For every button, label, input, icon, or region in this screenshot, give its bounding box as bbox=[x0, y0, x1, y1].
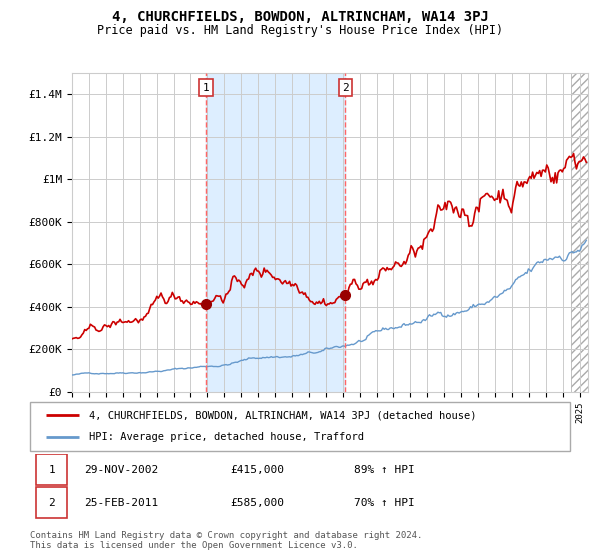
Text: 70% ↑ HPI: 70% ↑ HPI bbox=[354, 498, 415, 507]
Text: 2: 2 bbox=[48, 498, 55, 507]
FancyBboxPatch shape bbox=[30, 402, 570, 451]
Bar bbox=[571, 73, 588, 392]
Text: 29-NOV-2002: 29-NOV-2002 bbox=[84, 465, 158, 475]
Text: 25-FEB-2011: 25-FEB-2011 bbox=[84, 498, 158, 507]
Text: 1: 1 bbox=[48, 465, 55, 475]
Text: 4, CHURCHFIELDS, BOWDON, ALTRINCHAM, WA14 3PJ: 4, CHURCHFIELDS, BOWDON, ALTRINCHAM, WA1… bbox=[112, 10, 488, 24]
Text: 4, CHURCHFIELDS, BOWDON, ALTRINCHAM, WA14 3PJ (detached house): 4, CHURCHFIELDS, BOWDON, ALTRINCHAM, WA1… bbox=[89, 410, 477, 421]
Text: 1: 1 bbox=[203, 83, 209, 93]
Text: HPI: Average price, detached house, Trafford: HPI: Average price, detached house, Traf… bbox=[89, 432, 364, 442]
Text: 2: 2 bbox=[342, 83, 349, 93]
Text: £585,000: £585,000 bbox=[230, 498, 284, 507]
Bar bbox=[206, 73, 345, 392]
Text: Contains HM Land Registry data © Crown copyright and database right 2024.
This d: Contains HM Land Registry data © Crown c… bbox=[30, 531, 422, 550]
Text: Price paid vs. HM Land Registry's House Price Index (HPI): Price paid vs. HM Land Registry's House … bbox=[97, 24, 503, 36]
FancyBboxPatch shape bbox=[37, 487, 67, 518]
Bar bbox=[571, 73, 588, 392]
Text: 89% ↑ HPI: 89% ↑ HPI bbox=[354, 465, 415, 475]
Text: £415,000: £415,000 bbox=[230, 465, 284, 475]
FancyBboxPatch shape bbox=[37, 454, 67, 485]
